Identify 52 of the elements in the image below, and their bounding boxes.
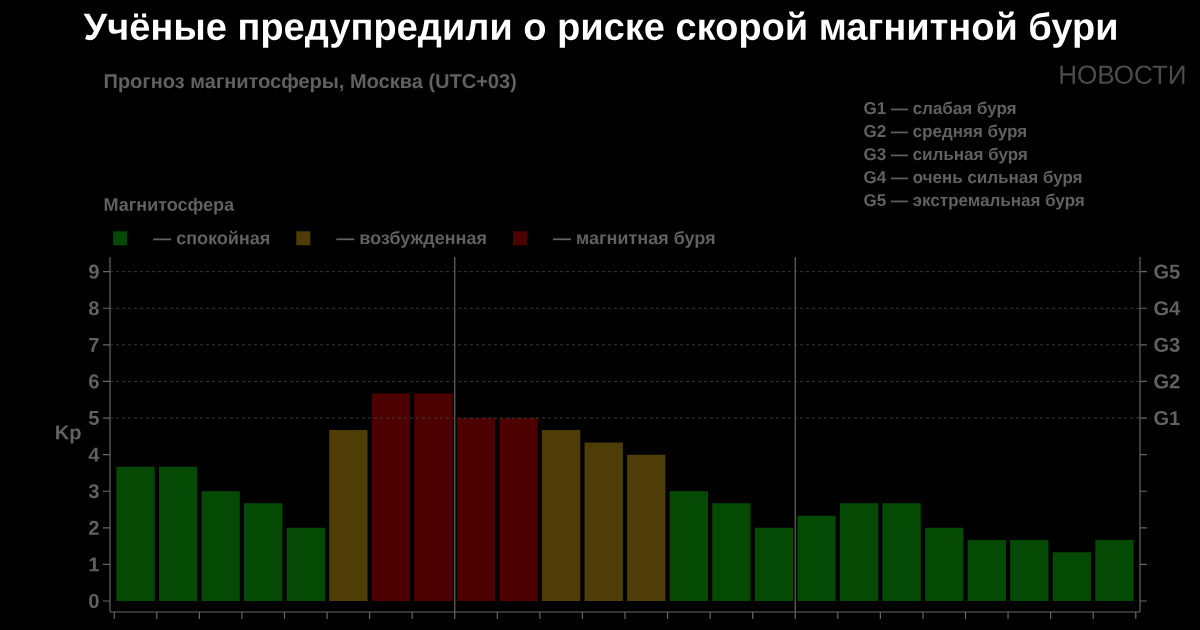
legend-label: — возбужденная [336, 230, 486, 248]
y-tick-label: 2 [89, 520, 99, 535]
y-tick-label: 4 [88, 447, 100, 462]
bar [754, 527, 794, 602]
bar [499, 418, 538, 602]
text: G3 — сильная буря [864, 147, 1027, 164]
ref-line-label: G1 [1154, 410, 1180, 426]
text: G2 — средняя буря [864, 124, 1026, 141]
text: G5 — экстремальная буря [864, 193, 1084, 210]
y-tick-label: 0 [89, 593, 99, 609]
bar [1052, 552, 1092, 602]
bar [1010, 539, 1049, 602]
bar [584, 442, 623, 602]
chart-subtitle: Прогноз магнитосферы, Москва (UTC+03) [104, 73, 516, 93]
legend-label: — спокойная [153, 230, 270, 245]
bar [158, 466, 198, 602]
ref-line-label: G3 [1154, 337, 1180, 352]
text: НОВОСТИ [1060, 65, 1185, 84]
ref-line-label: G5 [1154, 264, 1180, 279]
bar [456, 418, 496, 602]
legend-label: — магнитная буря [552, 230, 715, 248]
text: G1 — слабая буря [864, 101, 1016, 118]
bar [669, 491, 708, 602]
y-tick-label: 9 [89, 264, 99, 279]
ref-line-label: G4 [1154, 301, 1181, 316]
y-tick-label: 3 [88, 484, 99, 499]
bar [414, 393, 453, 602]
chart-title: Учёные предупредили о риске скорой магнитной бури [83, 11, 1116, 48]
bar [201, 491, 240, 602]
bar [627, 454, 666, 602]
y-tick-label: 6 [89, 374, 99, 389]
bar [1095, 539, 1134, 602]
y-tick-label: 7 [89, 337, 99, 352]
bar [797, 515, 836, 602]
bar [286, 527, 325, 602]
bar [244, 503, 283, 602]
bar [371, 393, 411, 602]
bar [712, 503, 751, 602]
y-tick-label: 1 [89, 557, 99, 572]
bar [329, 430, 368, 602]
ref-line-label: G2 [1154, 374, 1180, 389]
text: G4 — очень сильная буря [864, 170, 1082, 187]
legend-title: Магнитосфера [104, 197, 235, 215]
y-tick-label: 5 [88, 411, 99, 426]
bar [542, 430, 581, 602]
y-tick-label: 8 [88, 301, 99, 316]
bar [925, 527, 964, 602]
bar [839, 503, 879, 602]
bar [967, 539, 1006, 602]
bar [116, 466, 155, 602]
y-axis-title: Kp [56, 425, 81, 444]
bar [882, 503, 921, 602]
